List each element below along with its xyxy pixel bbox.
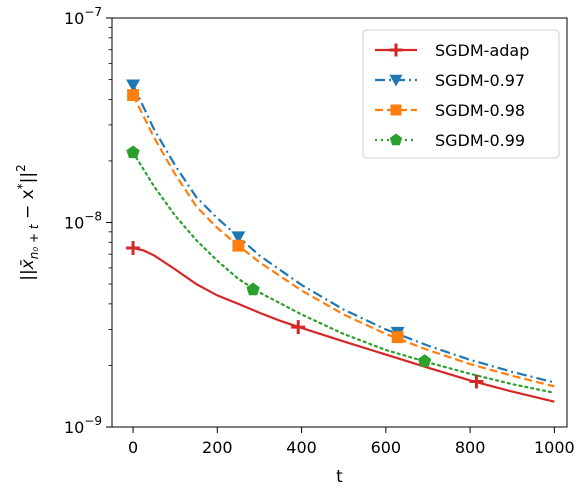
x-tick-label: 1000 xyxy=(534,438,575,457)
legend-item: SGDM-0.98 xyxy=(375,101,525,120)
y-axis: 10−9 10−8 10−7 xyxy=(64,5,112,437)
series-line xyxy=(132,84,555,384)
series-sgdm-0.99 xyxy=(126,145,556,394)
legend-item: SGDM-0.99 xyxy=(375,131,525,150)
legend-label: SGDM-0.97 xyxy=(435,71,525,90)
legend-item: SGDM-adap xyxy=(375,41,529,60)
data-point xyxy=(232,239,245,252)
data-point xyxy=(417,354,432,367)
legend-marker xyxy=(389,133,403,146)
data-point xyxy=(126,241,141,256)
data-point xyxy=(291,320,306,335)
x-tick-label: 800 xyxy=(455,438,486,457)
series-line xyxy=(132,246,555,403)
legend-label: SGDM-0.98 xyxy=(435,101,525,120)
series-sgdm-0.98 xyxy=(127,89,555,388)
x-tick-label: 400 xyxy=(286,438,317,457)
legend-label: SGDM-0.99 xyxy=(435,131,525,150)
x-axis: 0 200 400 600 800 1000 xyxy=(128,427,575,457)
legend-item: SGDM-0.97 xyxy=(375,71,525,90)
y-tick-label: 10−9 xyxy=(64,414,102,437)
series-layer xyxy=(126,79,556,403)
legend-label: SGDM-adap xyxy=(435,41,529,60)
y-tick-label: 10−7 xyxy=(64,5,102,28)
series-sgdm-adap xyxy=(126,241,555,403)
legend-marker xyxy=(389,74,403,87)
y-axis-label: ||x̄n₀ + t − x*||2 xyxy=(14,164,41,281)
series-line xyxy=(131,151,556,394)
x-tick-label: 200 xyxy=(202,438,233,457)
x-tick-label: 0 xyxy=(128,438,138,457)
data-point xyxy=(126,79,141,93)
data-point xyxy=(231,231,246,244)
data-point xyxy=(126,145,140,159)
legend-marker xyxy=(389,43,403,57)
x-tick-label: 600 xyxy=(371,438,402,457)
y-tick-label: 10−8 xyxy=(64,210,102,233)
series-line xyxy=(132,94,555,388)
legend-box xyxy=(362,29,560,159)
legend: SGDM-adap SGDM-0.97 SGDM-0.98 SGDM-0.99 xyxy=(362,29,560,159)
data-point xyxy=(469,374,484,389)
data-point xyxy=(391,331,404,344)
data-point xyxy=(246,282,260,296)
x-axis-label: t xyxy=(336,467,343,487)
data-point xyxy=(127,89,140,101)
legend-marker xyxy=(390,104,402,116)
